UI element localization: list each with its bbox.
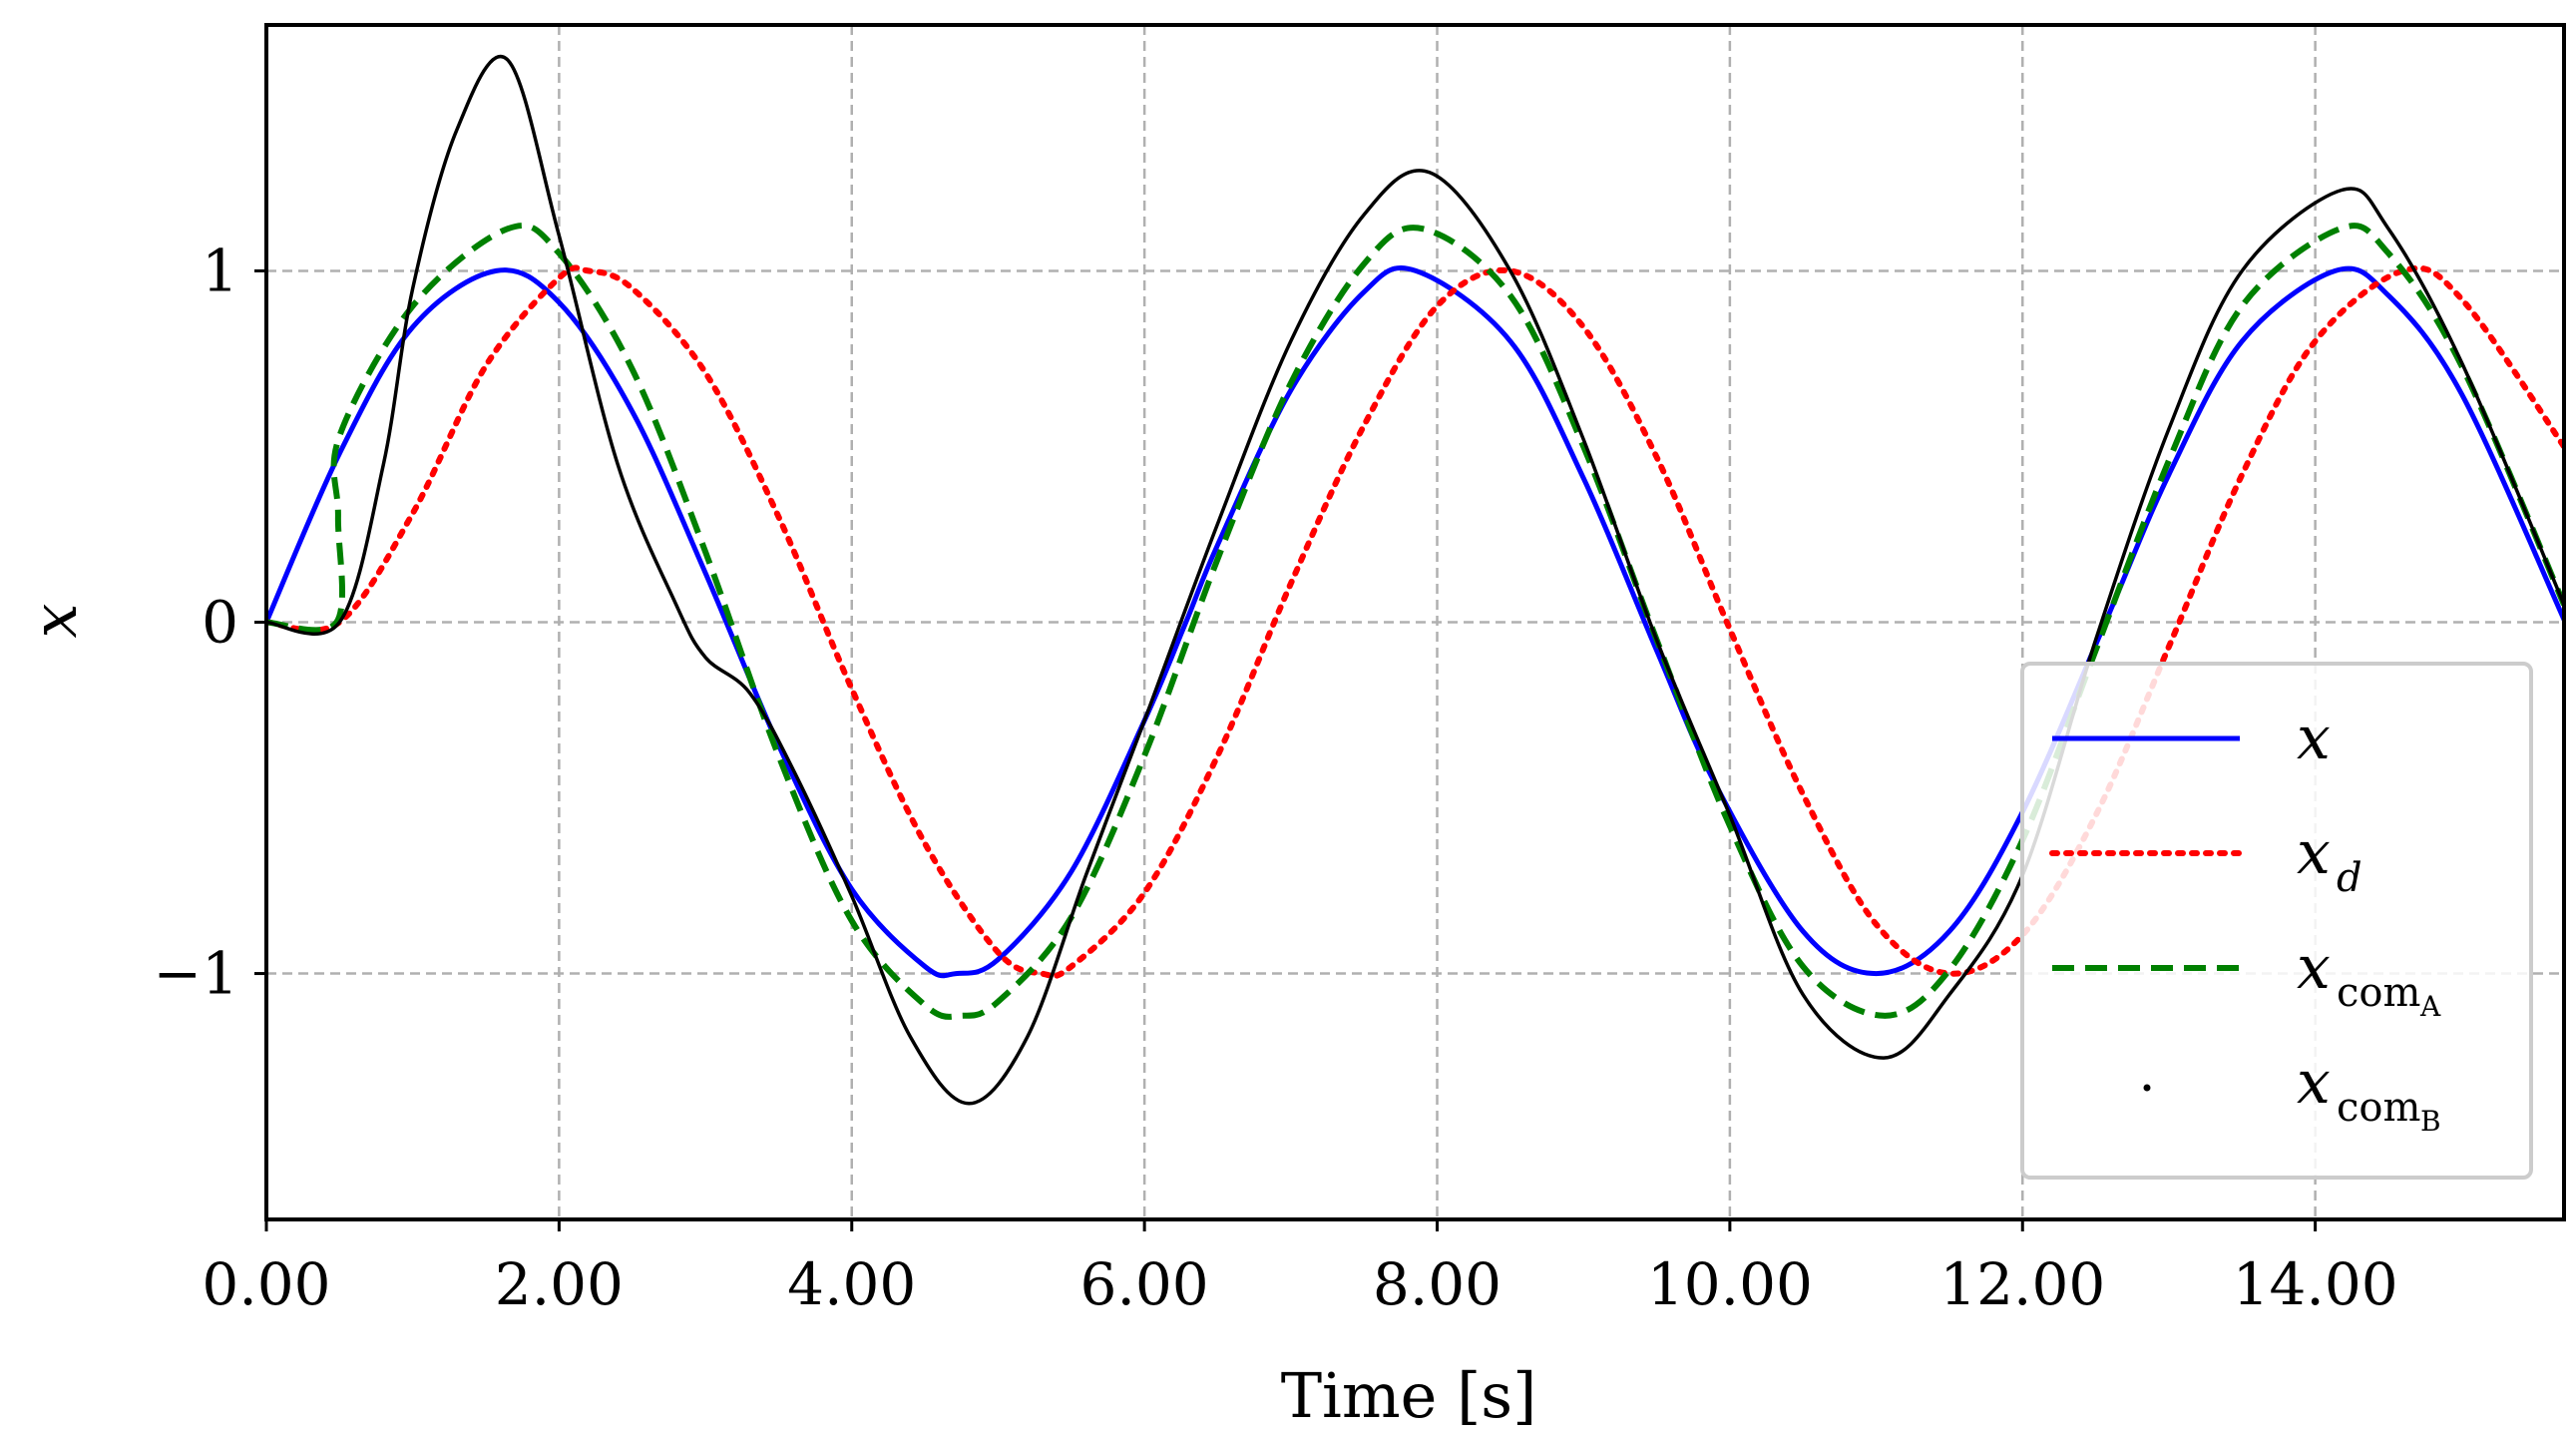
legend-box (2020, 662, 2533, 1180)
legend-subsubscript: B (2420, 1105, 2441, 1138)
x-tick-label: 4.00 (787, 1250, 916, 1318)
legend-label: x (2297, 1048, 2331, 1118)
legend-subscript: d (2337, 855, 2362, 901)
x-tick-label: 8.00 (1373, 1250, 1502, 1318)
x-tick-label: 10.00 (1647, 1250, 1813, 1318)
y-tick-label: 1 (202, 237, 238, 304)
legend-subscript: com (2337, 970, 2420, 1016)
legend-subscript: com (2337, 1085, 2420, 1131)
legend-label: x (2297, 933, 2331, 1003)
legend-label: x (2297, 818, 2331, 888)
y-tick-label: −1 (154, 940, 239, 1008)
x-tick-label: 12.00 (1939, 1250, 2105, 1318)
x-tick-label: 6.00 (1080, 1250, 1209, 1318)
y-tick-label: 0 (202, 589, 238, 657)
legend-marker (2143, 1084, 2151, 1092)
ticks: 0.00 2.00 4.00 6.00 8.00 10.00 12.00 14.00 −1 0 1 (154, 237, 2398, 1318)
x-axis-title: Time [s] (1281, 1359, 1537, 1432)
series-layer (266, 55, 2564, 1106)
legend-label: x (2297, 704, 2331, 773)
x-tick-label: 14.00 (2233, 1250, 2398, 1318)
series-line-x-com-b (266, 55, 2564, 1106)
y-axis-title: x (18, 603, 91, 638)
series-line-x-d (266, 264, 2564, 979)
x-tick-label: 0.00 (202, 1250, 330, 1318)
legend: xx dx com Ax com B (2020, 662, 2533, 1180)
series-line-x-com-a (266, 223, 2564, 1020)
legend-subsubscript: A (2419, 990, 2441, 1023)
x-tick-label: 2.00 (495, 1250, 624, 1318)
